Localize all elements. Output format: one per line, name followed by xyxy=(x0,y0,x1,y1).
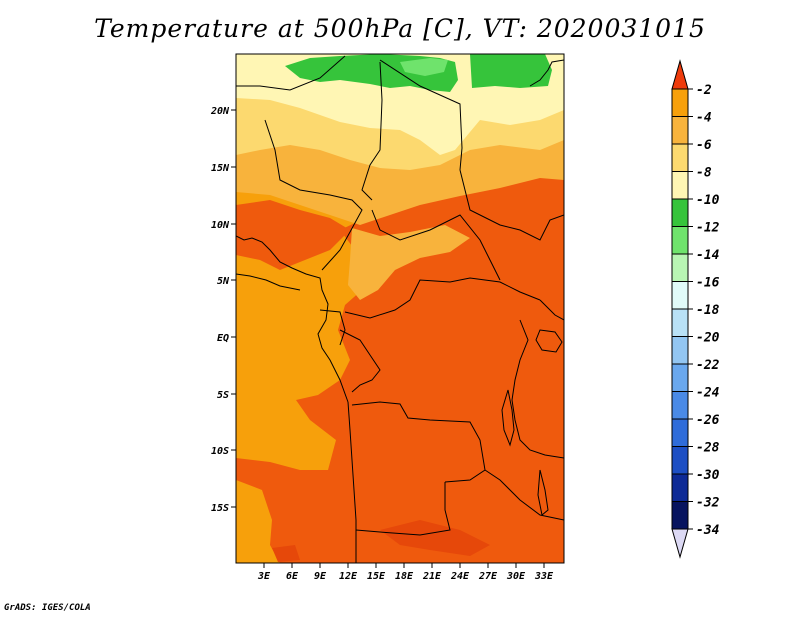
colorbar-label: -12 xyxy=(696,221,720,236)
field-green-blob-east xyxy=(470,54,552,88)
colorbar-swatch xyxy=(671,446,689,475)
colorbar-label: -34 xyxy=(696,523,720,538)
lon-label: 6E xyxy=(286,571,299,582)
lon-label: 3E xyxy=(257,571,271,582)
field-warm-streak-south xyxy=(380,520,490,556)
lat-label: 10S xyxy=(211,446,229,457)
lon-label: 15E xyxy=(367,571,386,582)
lon-label: 21E xyxy=(422,571,442,582)
coastline-west-africa xyxy=(236,235,349,403)
coastline-northeast xyxy=(529,59,564,87)
field-warm-southeast xyxy=(236,170,564,563)
colorbar-swatch xyxy=(671,116,689,145)
colorbar-label: -26 xyxy=(696,413,720,428)
colorbar-swatch xyxy=(671,391,689,420)
map-frame xyxy=(235,53,565,564)
lake-victoria-outline xyxy=(535,329,563,353)
colorbar-label: -10 xyxy=(696,193,720,208)
colorbar-swatch xyxy=(671,143,689,172)
colorbar-label: -30 xyxy=(696,468,720,483)
colorbar-swatch xyxy=(671,501,689,530)
border-angola-zambia xyxy=(355,482,451,536)
border-zambia-east xyxy=(484,469,564,521)
coastlines-and-borders xyxy=(236,55,564,563)
colorbar-label: -8 xyxy=(696,166,712,181)
colorbar-label: -6 xyxy=(696,138,712,153)
colorbar-swatch xyxy=(671,171,689,200)
colorbar-label: -4 xyxy=(696,111,712,126)
border-east-lakes xyxy=(511,319,564,459)
lat-label: EQ xyxy=(217,333,229,344)
border-niger-chad xyxy=(361,61,383,201)
colorbar-legend: -2 -4 -6 -8 -10 -12 -14 -16 -18 -20 -22 -24 -26 -28 -3… xyxy=(671,59,720,559)
lat-label: 15S xyxy=(211,503,229,514)
longitude-labels: 3E 6E 9E 12E 15E 18E 21E 24E 27E 30E 33E xyxy=(257,571,554,582)
colorbar-swatch xyxy=(671,226,689,255)
lon-label: 12E xyxy=(339,571,358,582)
colorbar-swatch xyxy=(671,198,689,227)
colorbar-swatch xyxy=(671,418,689,447)
border-congo-drc xyxy=(339,329,381,393)
coastline-gulf-guinea-east xyxy=(236,273,301,291)
field-cool-tongue xyxy=(348,225,470,300)
lake-tanganyika-outline xyxy=(501,389,515,447)
colorbar-top-arrow xyxy=(671,59,689,90)
latitude-labels: 20N 15N 10N 5N EQ 5S 10S 15S xyxy=(210,106,230,514)
border-chad-car xyxy=(371,209,501,281)
field-warm-westband xyxy=(236,200,350,270)
field-warm-spot-southwest xyxy=(272,545,300,562)
colorbar-label: -32 xyxy=(696,496,720,511)
lon-label: 27E xyxy=(478,571,498,582)
colorbar-swatch xyxy=(671,336,689,365)
colorbar-swatch xyxy=(671,363,689,392)
grads-credit: GrADS: IGES/COLA xyxy=(4,603,91,613)
colorbar-swatch xyxy=(671,473,689,502)
colorbar-label: -18 xyxy=(696,303,720,318)
colorbar-label: -14 xyxy=(696,248,720,263)
lon-label: 9E xyxy=(314,571,327,582)
border-sahara-north xyxy=(236,55,346,91)
colorbar-label: -20 xyxy=(696,331,720,346)
colorbar-swatch xyxy=(671,281,689,310)
map-plot-area xyxy=(236,54,564,563)
border-drc-angola xyxy=(351,401,486,483)
colorbar-swatch xyxy=(671,308,689,337)
border-libya-chad xyxy=(379,59,463,171)
lon-label: 30E xyxy=(506,571,526,582)
lon-label: 18E xyxy=(395,571,414,582)
lat-label: 5N xyxy=(217,276,230,287)
colorbar-label: -16 xyxy=(696,276,720,291)
colorbar-swatch xyxy=(671,88,689,117)
border-sudan-eastern xyxy=(459,169,564,241)
border-nigeria xyxy=(264,119,363,271)
lat-label: 10N xyxy=(211,220,230,231)
colorbar-swatch xyxy=(671,253,689,282)
map-title: Temperature at 500hPa [C], VT: 202003101… xyxy=(94,14,706,43)
lake-malawi-outline xyxy=(537,469,549,516)
border-uganda-kenya xyxy=(539,299,564,321)
colorbar-label: -28 xyxy=(696,441,720,456)
lat-label: 5S xyxy=(217,390,229,401)
colorbar-label: -22 xyxy=(696,358,720,373)
colorbar-label: -24 xyxy=(696,386,720,401)
border-car-drc xyxy=(344,277,541,319)
lon-label: 24E xyxy=(450,571,470,582)
colorbar-bottom-arrow xyxy=(671,528,689,559)
field-green-light-patch xyxy=(400,58,448,76)
axis-ticks xyxy=(231,109,545,568)
lat-label: 20N xyxy=(210,106,230,117)
coastline-angola-namibia xyxy=(347,401,357,563)
lon-label: 33E xyxy=(534,571,554,582)
colorbar-label: -2 xyxy=(696,83,712,98)
lat-label: 15N xyxy=(211,163,230,174)
border-gabon xyxy=(319,309,346,346)
